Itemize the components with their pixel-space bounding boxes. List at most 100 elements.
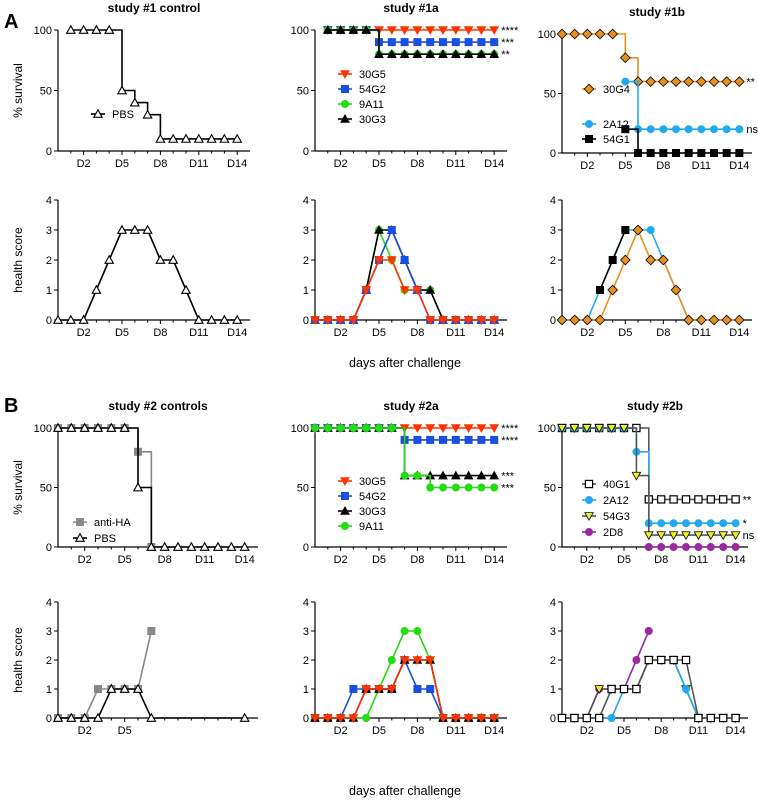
- y-tick-label: 4: [550, 597, 556, 609]
- series-2D8: [558, 627, 653, 723]
- data-point: [644, 627, 653, 636]
- x-tick-label: D8: [410, 554, 424, 566]
- data-point: [646, 225, 655, 234]
- data-point: [669, 519, 678, 528]
- legend-marker: [92, 108, 104, 118]
- data-point: [463, 316, 474, 326]
- data-point: [451, 435, 460, 444]
- data-point: [232, 133, 243, 143]
- data-point: [731, 713, 740, 723]
- y-tick-label: 1: [303, 285, 309, 297]
- legend-label: anti-HA: [94, 517, 131, 529]
- legend-label: 9A11: [359, 99, 384, 111]
- data-point: [425, 424, 436, 434]
- data-point: [670, 284, 682, 296]
- x-tick-label: D11: [446, 327, 465, 339]
- legend: 40G1 2A12 54G3 2D8: [582, 479, 630, 539]
- y-tick-label: 4: [303, 597, 309, 609]
- x-tick-label: D2: [334, 725, 348, 737]
- data-point: [335, 24, 346, 34]
- data-point: [619, 424, 629, 434]
- legend-label: 30G5: [359, 476, 386, 488]
- data-point: [168, 254, 179, 264]
- y-tick-label: 2: [303, 655, 309, 667]
- data-point: [570, 713, 579, 723]
- chart-B-health-2a: 0 1 2 3 4 D2 D5 D8 D11 D14: [303, 597, 507, 737]
- series-line: [315, 630, 495, 719]
- series-line: [315, 659, 495, 719]
- data-point: [489, 49, 500, 58]
- data-point: [155, 133, 166, 143]
- legend-label: 2A12: [603, 495, 629, 507]
- series-line: [562, 227, 740, 321]
- data-point: [199, 541, 210, 551]
- x-tick-label: D8: [410, 327, 424, 339]
- chart-A-surv-1b: 0 50 100 D2 D5 D8 D11 D14 study #1b ** ns 30G4 2A12 5…: [538, 5, 758, 172]
- data-point: [731, 495, 740, 504]
- data-point: [155, 254, 166, 264]
- legend-label: 2D8: [603, 527, 623, 539]
- data-point: [656, 531, 667, 541]
- x-tick-label: D2: [334, 327, 348, 339]
- x-tick-label: D5: [617, 554, 631, 566]
- y-tick-label: 1: [550, 285, 556, 297]
- data-point: [212, 541, 224, 551]
- data-point: [693, 531, 704, 541]
- data-point: [657, 76, 669, 87]
- series-line: [315, 227, 495, 321]
- data-point: [193, 314, 204, 324]
- x-tick-label: D5: [617, 725, 631, 737]
- x-tick-label: D2: [78, 554, 92, 566]
- y-tick-label: 3: [303, 225, 309, 237]
- data-point: [596, 285, 605, 294]
- data-point: [477, 435, 486, 444]
- series-line: [562, 659, 736, 719]
- data-point: [413, 435, 422, 444]
- data-point: [426, 38, 435, 47]
- significance-label: *: [743, 518, 748, 530]
- legend-label: 30G3: [359, 506, 386, 518]
- data-point: [594, 713, 604, 723]
- x-tick-label: D11: [446, 725, 465, 737]
- y-tick-label: 1: [46, 684, 52, 696]
- data-point: [721, 76, 733, 87]
- data-point: [92, 712, 104, 722]
- significance-label: **: [743, 494, 752, 506]
- data-point: [708, 314, 720, 326]
- x-tick-label: D8: [654, 725, 668, 737]
- x-axis-caption-b: days after challenge: [349, 784, 461, 798]
- legend: PBS: [91, 108, 134, 121]
- data-point: [106, 422, 117, 432]
- chart-title: study #2b: [627, 399, 683, 413]
- x-tick-label: D8: [153, 327, 167, 339]
- data-point: [348, 714, 359, 724]
- data-point: [705, 531, 716, 541]
- data-point: [490, 38, 499, 47]
- data-point: [206, 314, 217, 324]
- data-point: [582, 713, 592, 723]
- y-tick-label: 0: [303, 315, 309, 327]
- data-point: [621, 225, 630, 234]
- x-tick-label: D2: [580, 554, 594, 566]
- x-tick-label: D2: [334, 554, 348, 566]
- series-54G1: [596, 225, 630, 294]
- legend-marker: [340, 491, 349, 500]
- y-tick-label: 4: [46, 195, 52, 207]
- data-point: [106, 683, 117, 693]
- series-30G5: [310, 656, 500, 724]
- series-9A11: [310, 627, 499, 723]
- legend: 30G5 54G2 9A11 30G3: [338, 69, 386, 126]
- x-tick-label: D8: [654, 554, 668, 566]
- data-point: [556, 28, 568, 40]
- series-30G3: ***: [310, 422, 515, 483]
- chart-title: study #2 controls: [108, 399, 208, 413]
- data-point: [489, 714, 500, 724]
- data-point: [413, 685, 422, 694]
- legend-marker: [585, 528, 594, 537]
- significance-label: ns: [743, 530, 755, 542]
- y-axis-label: % survival: [11, 63, 25, 118]
- x-tick-label: D14: [484, 158, 504, 170]
- data-point: [438, 316, 448, 326]
- data-point: [349, 685, 358, 694]
- data-point: [374, 49, 384, 58]
